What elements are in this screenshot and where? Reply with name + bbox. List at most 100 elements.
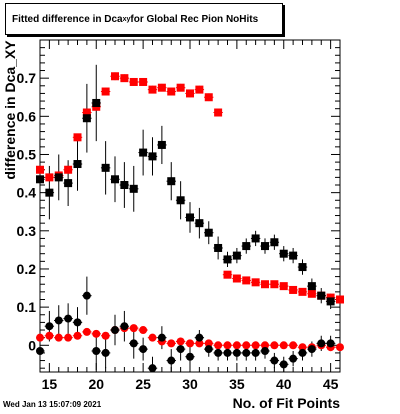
data-point-square — [279, 249, 288, 258]
data-point-circle — [195, 333, 204, 342]
data-point-circle — [232, 348, 241, 357]
data-point-square — [186, 213, 194, 222]
data-point-square — [232, 251, 241, 260]
data-point-circle — [223, 348, 232, 357]
x-tick-label: 25 — [135, 376, 151, 392]
data-point-circle — [214, 341, 223, 350]
y-axis-label: difference in Dca_XY — [2, 40, 18, 180]
data-point-circle — [82, 327, 91, 336]
y-tick-label: 0.4 — [17, 185, 37, 201]
data-point-circle — [36, 333, 44, 342]
data-point-circle — [307, 345, 316, 354]
data-point-circle — [195, 339, 204, 348]
data-point-circle — [148, 333, 157, 342]
data-point-square — [214, 243, 223, 252]
data-point-circle — [157, 333, 166, 342]
data-point-circle — [54, 316, 63, 325]
x-tick-label: 45 — [323, 376, 339, 392]
data-point-square — [64, 165, 73, 174]
data-point-circle — [120, 322, 129, 331]
data-point-square — [82, 108, 91, 117]
title-prefix: Fitted difference in Dca — [12, 13, 123, 25]
data-point-circle — [336, 343, 344, 352]
data-point-square — [36, 175, 44, 184]
x-tick-label: 40 — [276, 376, 292, 392]
data-point-square — [298, 287, 307, 296]
data-point-circle — [64, 333, 73, 342]
data-point-square — [176, 196, 185, 205]
data-point-square — [223, 255, 232, 264]
data-point-circle — [111, 326, 119, 335]
data-point-square — [129, 77, 138, 86]
data-point-square — [242, 242, 251, 251]
data-point-square — [101, 163, 110, 172]
data-point-circle — [186, 339, 194, 348]
data-point-circle — [92, 347, 101, 356]
data-point-square — [111, 175, 119, 184]
data-point-square — [73, 160, 82, 169]
data-point-circle — [148, 364, 157, 373]
data-point-square — [64, 179, 73, 188]
data-point-circle — [101, 348, 110, 357]
data-point-circle — [298, 348, 307, 357]
data-point-circle — [204, 345, 213, 354]
data-point-circle — [289, 354, 298, 363]
data-point-circle — [64, 314, 73, 323]
data-point-circle — [45, 331, 54, 340]
data-point-square — [195, 219, 204, 228]
data-point-square — [307, 289, 316, 298]
data-point-square — [251, 278, 260, 287]
data-point-square — [251, 234, 260, 243]
data-point-circle — [214, 348, 223, 357]
x-tick-label: 20 — [88, 376, 104, 392]
y-tick-label: 0.7 — [17, 70, 37, 86]
data-point-circle — [261, 347, 269, 356]
data-point-circle — [82, 291, 91, 300]
data-point-circle — [176, 337, 185, 346]
x-axis-label: No. of Fit Points — [232, 395, 340, 411]
data-point-square — [92, 98, 101, 107]
data-point-square — [223, 270, 232, 279]
data-point-circle — [251, 341, 260, 350]
data-point-circle — [261, 341, 269, 350]
data-point-circle — [73, 318, 82, 327]
data-point-circle — [54, 333, 63, 342]
data-point-square — [54, 173, 63, 182]
data-point-square — [139, 148, 148, 157]
data-point-square — [167, 87, 176, 96]
data-point-square — [242, 276, 251, 285]
data-point-square — [139, 77, 148, 86]
data-point-square — [204, 93, 213, 102]
x-tick-label: 15 — [42, 376, 58, 392]
data-point-square — [167, 177, 176, 186]
data-point-square — [336, 295, 344, 304]
data-point-square — [157, 140, 166, 149]
data-point-circle — [186, 352, 194, 361]
x-tick-label: 35 — [229, 376, 245, 392]
data-point-square — [270, 280, 279, 289]
data-point-circle — [139, 326, 148, 335]
data-point-circle — [204, 339, 213, 348]
data-point-circle — [289, 341, 298, 350]
data-point-square — [120, 181, 129, 190]
data-point-circle — [251, 348, 260, 357]
data-point-square — [261, 242, 269, 251]
data-point-circle — [270, 341, 279, 350]
data-point-square — [157, 83, 166, 92]
data-point-square — [148, 85, 157, 94]
data-point-circle — [232, 341, 241, 350]
title-suffix: for Global Rec Pion NoHits — [130, 13, 259, 25]
data-point-square — [279, 282, 288, 291]
data-point-square — [176, 83, 185, 92]
data-point-square — [270, 238, 279, 247]
title-subscript: xy — [122, 15, 131, 23]
data-point-square — [307, 282, 316, 291]
data-point-square — [204, 228, 213, 237]
data-point-square — [289, 251, 298, 260]
data-point-square — [298, 263, 307, 272]
data-point-circle — [223, 341, 232, 350]
data-point-circle — [167, 339, 176, 348]
data-point-circle — [73, 331, 82, 340]
timestamp: Wed Jan 13 15:07:09 2021 — [3, 400, 102, 409]
